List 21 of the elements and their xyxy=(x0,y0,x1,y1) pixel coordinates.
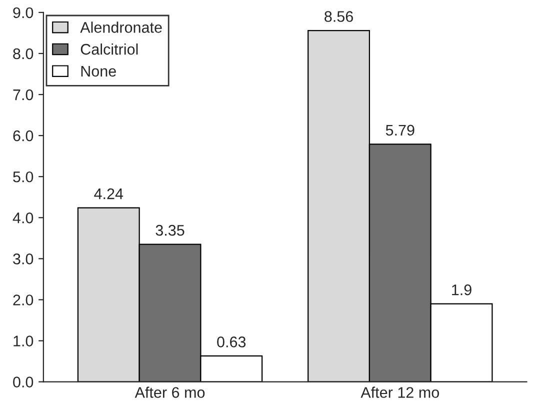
y-tick-label: 4.0 xyxy=(12,212,34,224)
y-tick-label: 8.0 xyxy=(13,48,34,60)
y-tick-label: 5.0 xyxy=(13,171,34,182)
y-tick-label: 2.0 xyxy=(13,294,34,306)
y-tick-label: 0.0 xyxy=(13,376,34,388)
legend-label: Calcitriol xyxy=(80,43,138,55)
legend-label: Alendronate xyxy=(80,22,162,33)
y-tick-label: 6.0 xyxy=(13,130,34,142)
y-tick-label: 3.0 xyxy=(13,254,34,264)
data-label: 4.24 xyxy=(94,188,124,200)
y-tick-label: 1.0 xyxy=(14,336,34,346)
data-label: 1.9 xyxy=(452,284,472,296)
data-label: 0.63 xyxy=(217,336,246,348)
data-label: 3.35 xyxy=(156,224,184,236)
legend-label: None xyxy=(81,66,116,77)
y-tick-label: 7.0 xyxy=(13,89,34,100)
y-tick-label: 9.0 xyxy=(13,7,34,18)
data-label: 5.79 xyxy=(386,124,414,136)
data-label: 8.56 xyxy=(324,11,353,22)
x-tick-label: After 12 mo xyxy=(360,386,439,398)
x-tick-label: After 6 mo xyxy=(134,386,205,398)
